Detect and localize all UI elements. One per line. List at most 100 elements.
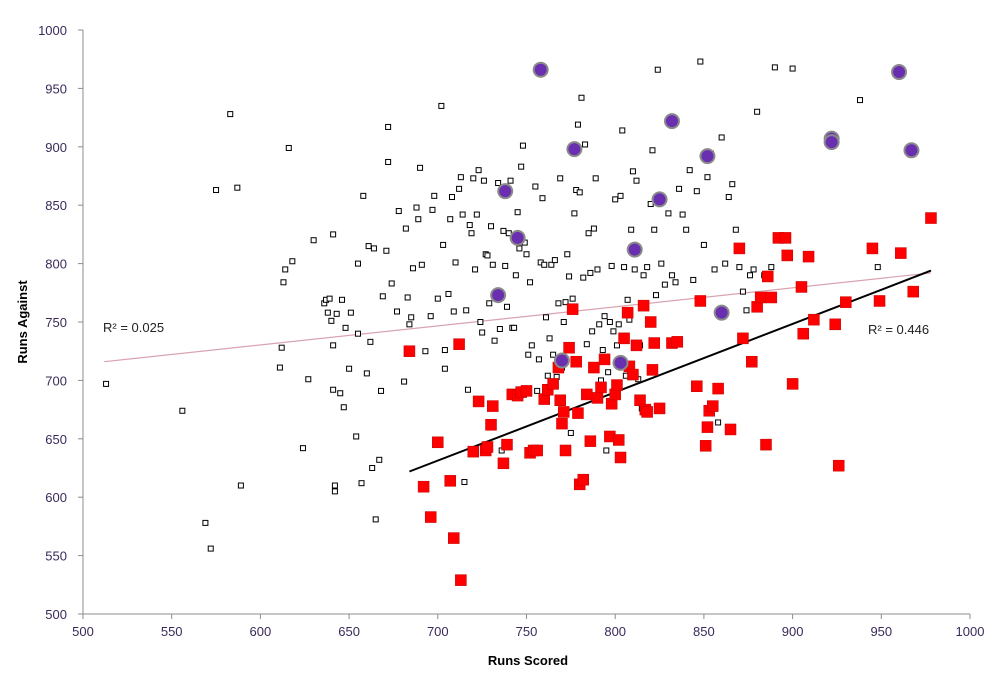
x-tick-label: 900 xyxy=(782,624,804,639)
x-tick-label: 950 xyxy=(870,624,892,639)
data-point-red-square xyxy=(472,395,485,408)
data-point-open-square xyxy=(628,226,635,233)
data-point-open-square xyxy=(736,264,743,271)
data-point-purple-circle xyxy=(626,241,643,258)
data-point-open-square xyxy=(452,259,459,266)
data-point-open-square xyxy=(718,134,725,141)
data-point-red-square xyxy=(611,379,623,391)
data-point-open-square xyxy=(489,261,496,268)
data-point-red-square xyxy=(467,445,480,458)
data-point-open-square xyxy=(528,342,535,349)
data-point-red-square xyxy=(497,457,510,470)
data-point-open-square xyxy=(328,317,335,324)
data-point-open-square xyxy=(450,308,457,315)
data-point-red-square xyxy=(621,306,634,319)
data-point-open-square xyxy=(479,329,486,336)
data-point-open-square xyxy=(491,337,498,344)
y-tick-label: 800 xyxy=(45,257,67,272)
data-point-open-square xyxy=(589,328,596,335)
data-point-open-square xyxy=(569,295,576,302)
data-point-open-square xyxy=(488,223,495,230)
data-point-open-square xyxy=(789,65,796,72)
data-point-open-square xyxy=(532,183,539,190)
data-point-open-square xyxy=(326,295,333,302)
data-point-red-square xyxy=(866,242,879,255)
x-tick-label: 750 xyxy=(516,624,538,639)
data-point-red-square xyxy=(570,355,582,368)
data-point-red-square xyxy=(630,339,643,352)
data-point-purple-circle xyxy=(903,142,920,159)
data-point-purple-circle xyxy=(490,287,507,304)
data-point-open-square xyxy=(480,177,487,184)
data-point-open-square xyxy=(624,296,631,303)
data-point-open-square xyxy=(285,144,292,151)
data-point-red-square xyxy=(581,388,593,401)
data-point-red-square xyxy=(424,511,437,523)
data-point-open-square xyxy=(415,216,422,223)
data-point-open-square xyxy=(409,265,416,272)
data-point-red-square xyxy=(614,451,627,464)
data-point-open-square xyxy=(603,447,610,454)
data-point-red-square xyxy=(598,353,611,366)
data-point-open-square xyxy=(580,274,587,281)
data-point-open-square xyxy=(330,386,337,393)
data-point-open-square xyxy=(422,348,429,355)
data-point-red-square xyxy=(781,249,794,262)
data-point-open-square xyxy=(512,272,519,279)
data-point-open-square xyxy=(429,206,436,213)
x-tick-label: 600 xyxy=(250,624,272,639)
data-point-open-square xyxy=(495,180,502,187)
data-point-red-square xyxy=(646,364,659,376)
data-point-open-square xyxy=(596,321,603,328)
data-point-red-square xyxy=(591,392,604,404)
data-point-open-square xyxy=(342,324,349,331)
data-point-open-square xyxy=(434,295,441,302)
data-point-red-square xyxy=(644,316,657,328)
data-point-open-square xyxy=(395,208,402,215)
data-point-open-square xyxy=(383,247,390,254)
data-point-open-square xyxy=(612,196,619,203)
data-point-open-square xyxy=(299,445,306,452)
data-point-open-square xyxy=(519,142,526,149)
data-point-red-square xyxy=(795,281,808,293)
data-point-open-square xyxy=(347,309,354,316)
x-tick-label: 850 xyxy=(693,624,715,639)
data-point-open-square xyxy=(679,211,686,218)
data-point-open-square xyxy=(447,216,454,223)
data-point-open-square xyxy=(857,97,864,104)
data-point-red-square xyxy=(403,345,416,357)
data-point-open-square xyxy=(527,279,534,286)
data-point-purple-circle xyxy=(651,191,668,208)
data-point-open-square xyxy=(578,94,585,101)
trendline-all-teams xyxy=(104,272,932,363)
data-point-open-square xyxy=(413,204,420,211)
data-point-open-square xyxy=(431,192,438,199)
data-point-open-square xyxy=(459,211,466,218)
data-point-open-square xyxy=(475,167,482,174)
x-tick-label: 650 xyxy=(338,624,360,639)
data-point-purple-circle xyxy=(553,352,570,369)
data-point-purple-circle xyxy=(497,183,514,200)
data-point-open-square xyxy=(406,321,413,328)
data-point-open-square xyxy=(562,299,569,306)
data-point-open-square xyxy=(456,185,463,192)
y-axis-title: Runs Against xyxy=(15,280,30,364)
data-point-open-square xyxy=(874,264,881,271)
data-point-open-square xyxy=(711,266,718,273)
data-point-red-square xyxy=(691,380,703,392)
data-point-open-square xyxy=(310,237,317,244)
data-point-open-square xyxy=(207,545,214,552)
data-point-open-square xyxy=(621,264,628,271)
data-point-open-square xyxy=(551,257,558,264)
y-tick-label: 900 xyxy=(45,140,67,155)
data-point-red-square xyxy=(737,332,749,345)
data-point-red-square xyxy=(808,313,820,326)
data-point-open-square xyxy=(651,226,658,233)
data-point-open-square xyxy=(365,243,372,250)
data-point-red-square xyxy=(712,382,724,395)
data-point-open-square xyxy=(213,187,220,194)
data-point-red-square xyxy=(487,400,499,412)
data-point-open-square xyxy=(514,209,521,216)
data-point-open-square xyxy=(441,365,448,372)
data-point-open-square xyxy=(548,261,555,268)
